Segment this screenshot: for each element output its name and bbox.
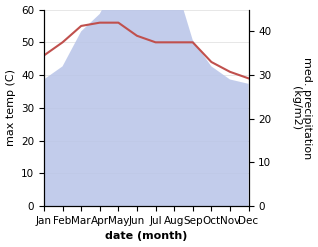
Y-axis label: max temp (C): max temp (C) (5, 69, 16, 146)
Y-axis label: med. precipitation
(kg/m2): med. precipitation (kg/m2) (291, 57, 313, 159)
X-axis label: date (month): date (month) (105, 231, 187, 242)
